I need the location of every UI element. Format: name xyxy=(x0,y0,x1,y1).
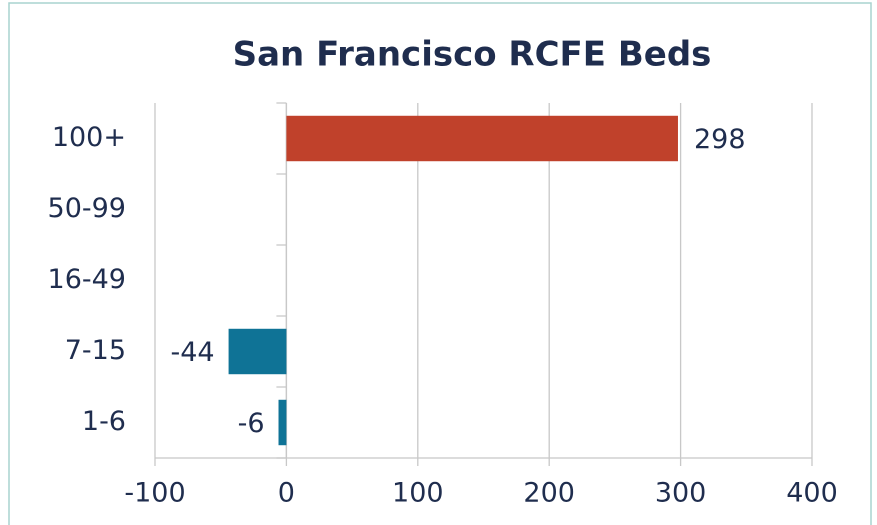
chart-title: San Francisco RCFE Beds xyxy=(233,35,712,75)
x-tick-label: 300 xyxy=(655,478,707,509)
data-label: -44 xyxy=(170,337,214,368)
x-tick-label: 0 xyxy=(278,478,295,509)
x-tick-label: 200 xyxy=(523,478,575,509)
y-tick-label: 1-6 xyxy=(82,406,126,437)
bar xyxy=(228,328,287,375)
bar xyxy=(286,115,678,162)
y-tick-label: 16-49 xyxy=(48,264,126,295)
bar xyxy=(278,399,287,446)
x-tick-label: -100 xyxy=(124,478,185,509)
y-tick-label: 100+ xyxy=(52,122,126,153)
chart-border xyxy=(8,2,872,525)
data-label: -6 xyxy=(238,408,265,439)
x-tick-label: 400 xyxy=(786,478,838,509)
data-label: 298 xyxy=(694,124,746,155)
x-tick-label: 100 xyxy=(392,478,444,509)
y-tick-label: 7-15 xyxy=(65,335,126,366)
y-tick-label: 50-99 xyxy=(48,193,126,224)
